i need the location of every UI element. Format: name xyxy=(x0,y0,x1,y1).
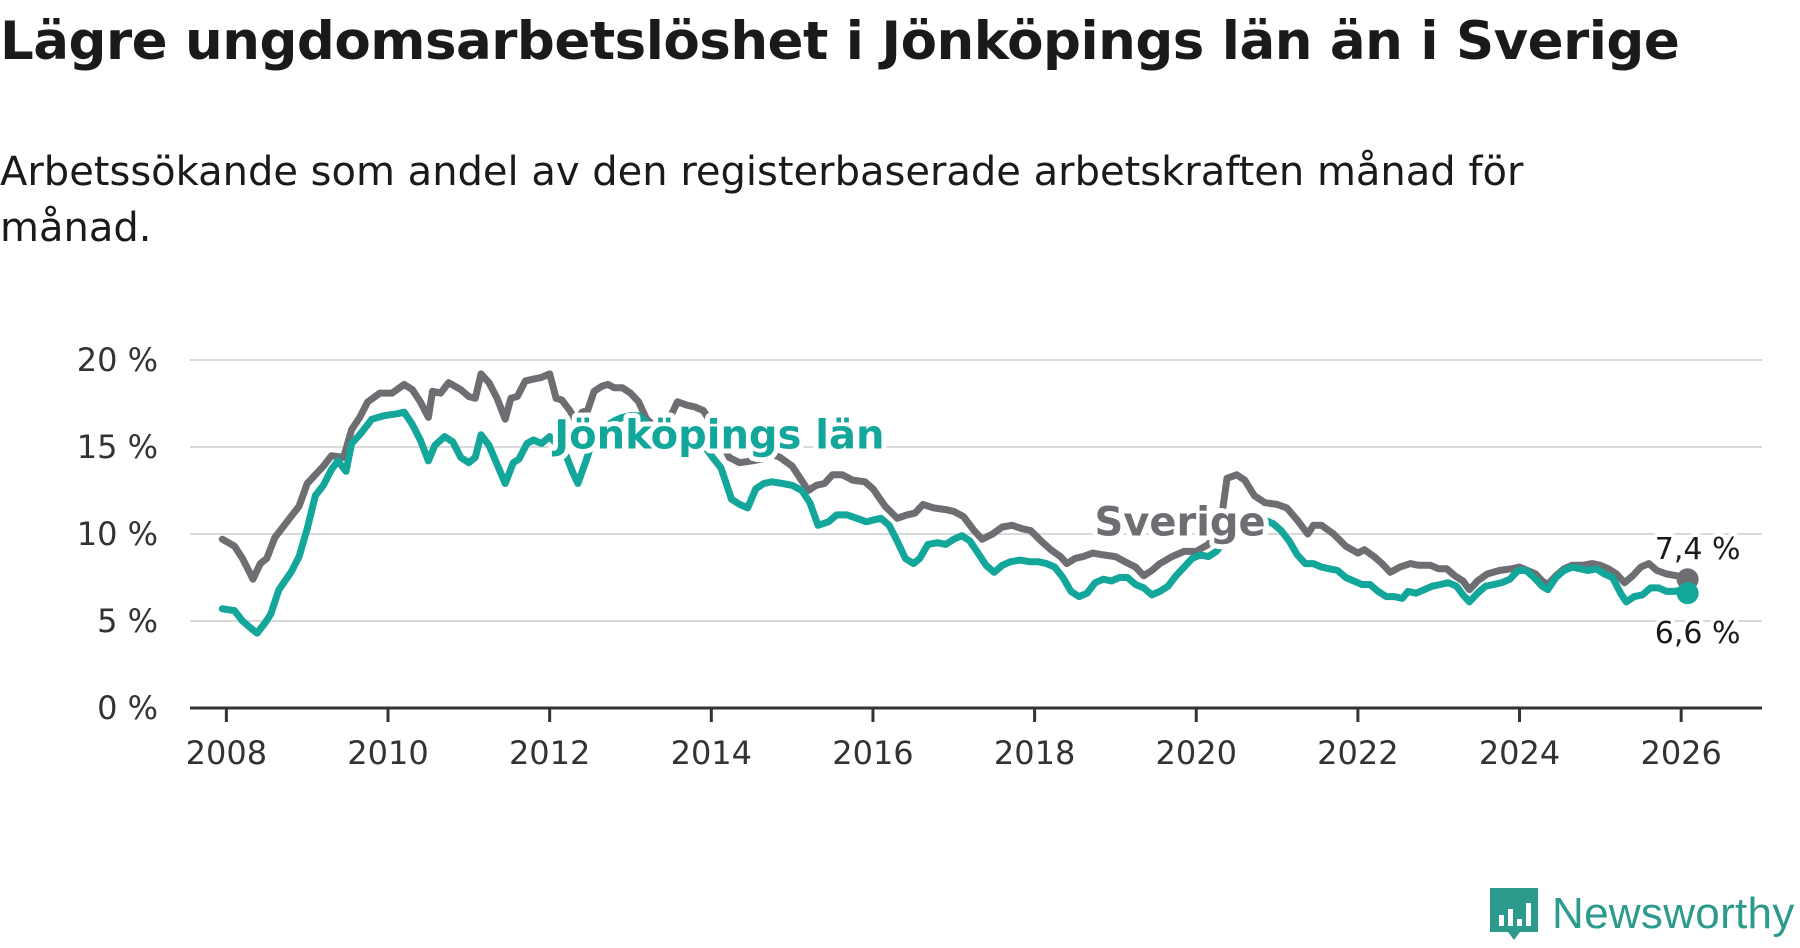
x-tick-label: 2022 xyxy=(1317,734,1398,772)
y-axis-ticks: 0 % 5 % 10 % 15 % 20 % xyxy=(77,341,158,727)
x-tick-label: 2008 xyxy=(186,734,267,772)
series-labels: Jönköpings län Sverige 7,4 % 6,6 % xyxy=(546,408,1744,655)
series-line-sverige xyxy=(218,370,1692,594)
x-tick-label: 2020 xyxy=(1156,734,1237,772)
newsworthy-logo-icon xyxy=(1490,888,1538,940)
brand-logo: Newsworthy xyxy=(1490,888,1795,940)
y-tick-label: 10 % xyxy=(77,515,158,553)
x-tick-label: 2024 xyxy=(1479,734,1560,772)
x-tick-label: 2026 xyxy=(1640,734,1721,772)
series-lines xyxy=(218,370,1699,637)
end-value-label: 7,4 % xyxy=(1655,532,1741,567)
series-line-j-nk-pings-l-n xyxy=(218,408,1692,637)
series-label: Sverige xyxy=(1094,500,1265,546)
brand-name: Newsworthy xyxy=(1552,889,1795,938)
series-label: Jönköpings län xyxy=(551,413,884,459)
x-tick-label: 2014 xyxy=(671,734,752,772)
chart-subtitle: Arbetssökande som andel av den registerb… xyxy=(0,149,1524,251)
x-tick-label: 2018 xyxy=(994,734,1075,772)
chart-title: Lägre ungdomsarbetslöshet i Jönköpings l… xyxy=(0,11,1680,72)
x-tick-label: 2012 xyxy=(509,734,590,772)
series-endpoint-j-nk-pings-l-n xyxy=(1676,582,1699,605)
x-tick-label: 2010 xyxy=(347,734,428,772)
gridlines xyxy=(190,359,1762,710)
y-tick-label: 0 % xyxy=(97,689,158,727)
y-tick-label: 5 % xyxy=(97,602,158,640)
y-tick-label: 20 % xyxy=(77,341,158,379)
x-axis-ticks: 2008 2010 2012 2014 2016 2018 2020 2022 2024 2026 xyxy=(186,708,1722,772)
end-value-label: 6,6 % xyxy=(1655,616,1741,651)
x-tick-label: 2016 xyxy=(832,734,913,772)
y-tick-label: 15 % xyxy=(77,428,158,466)
